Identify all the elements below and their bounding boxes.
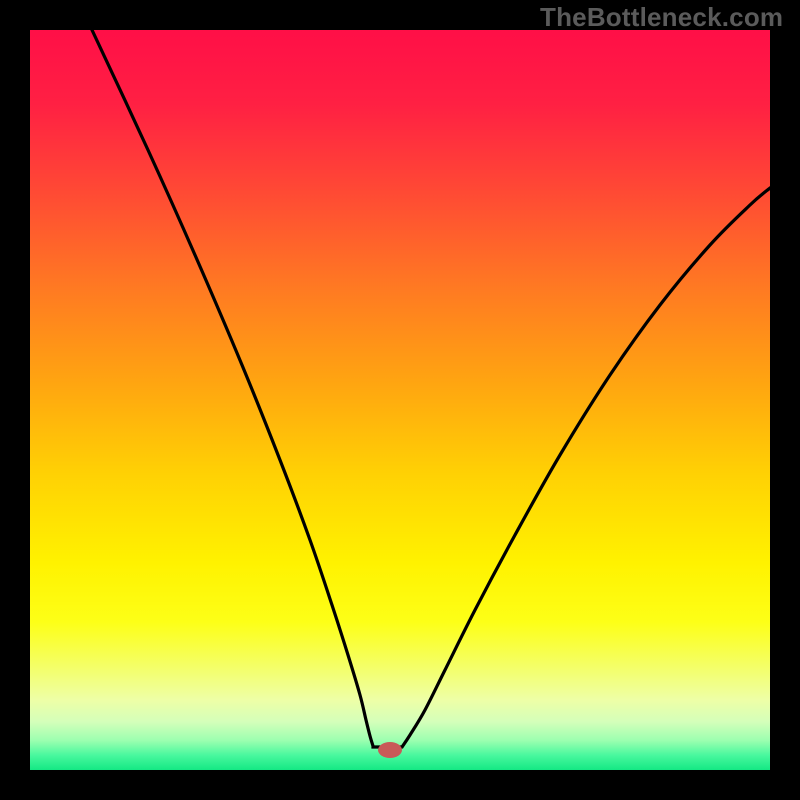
curve-left [92, 30, 402, 747]
chart-frame: TheBottleneck.com [0, 0, 800, 800]
watermark-text: TheBottleneck.com [540, 2, 783, 33]
curve-right [402, 188, 770, 747]
bottleneck-curve [30, 30, 770, 770]
optimal-marker [378, 742, 402, 758]
plot-area [30, 30, 770, 770]
